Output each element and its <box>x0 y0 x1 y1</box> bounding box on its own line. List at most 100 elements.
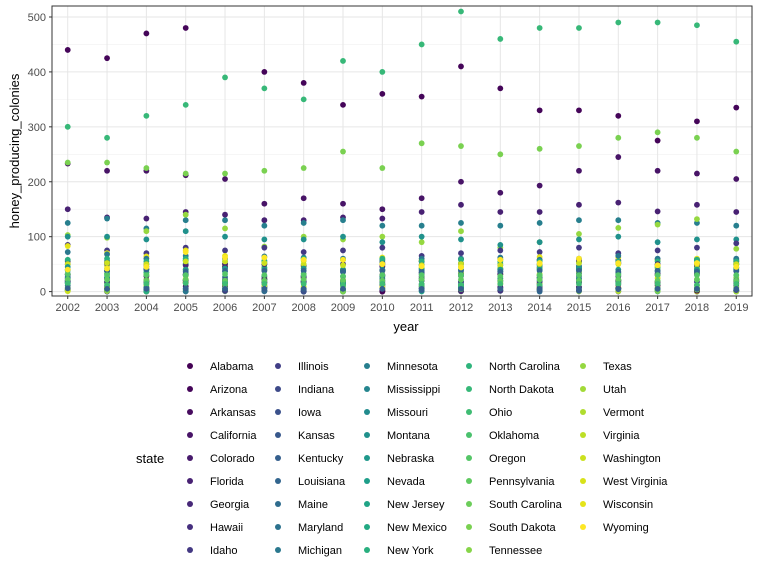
data-point <box>654 285 661 292</box>
data-point <box>379 272 386 279</box>
data-point <box>576 231 582 237</box>
data-point <box>615 253 622 259</box>
data-point <box>182 258 189 265</box>
x-tick-label: 2007 <box>252 302 276 314</box>
data-point <box>733 148 740 155</box>
data-point <box>615 276 622 283</box>
legend-key <box>466 409 472 415</box>
legend-label: New York <box>387 545 434 557</box>
legend-key <box>275 363 281 369</box>
data-point <box>261 85 268 92</box>
legend-key <box>364 409 370 415</box>
data-point <box>654 267 661 274</box>
legend-label: Wisconsin <box>603 499 653 511</box>
legend-label: Hawaii <box>210 522 243 534</box>
legend-key <box>580 478 586 484</box>
data-point <box>300 285 307 292</box>
data-point <box>615 154 622 160</box>
data-point <box>418 93 425 100</box>
data-point <box>615 224 622 231</box>
legend-label: South Carolina <box>489 499 563 511</box>
data-point <box>576 201 582 208</box>
x-tick-label: 2002 <box>55 302 79 314</box>
data-point <box>222 225 228 232</box>
data-point <box>104 255 110 262</box>
data-point <box>536 182 543 189</box>
data-point <box>104 265 110 272</box>
data-point <box>300 249 307 255</box>
data-point <box>497 256 504 263</box>
legend-label: Arkansas <box>210 407 256 419</box>
data-point <box>379 255 386 262</box>
legend-label: Nevada <box>387 476 426 488</box>
legend-label: Maryland <box>298 522 343 534</box>
data-point <box>222 271 228 277</box>
data-point <box>536 239 543 246</box>
legend-key <box>580 363 586 369</box>
data-point <box>261 285 268 292</box>
data-point <box>379 222 386 229</box>
legend: state Alabama Arizona Arkansas California Co… <box>136 361 668 557</box>
data-point <box>654 281 661 287</box>
data-point <box>536 107 543 114</box>
data-point <box>576 25 582 31</box>
data-point <box>64 159 71 166</box>
x-tick-label: 2008 <box>291 302 315 314</box>
data-point <box>104 215 110 222</box>
legend-key <box>364 478 370 484</box>
legend-key <box>580 501 586 507</box>
legend-key <box>187 547 193 553</box>
data-point <box>458 285 464 292</box>
data-point <box>497 268 504 275</box>
data-point <box>300 281 307 287</box>
x-tick-label: 2012 <box>449 302 473 314</box>
legend-label: Florida <box>210 476 245 488</box>
data-point <box>615 199 622 206</box>
legend-label: Washington <box>603 453 661 465</box>
data-point <box>340 285 346 292</box>
legend-label: Montana <box>387 430 431 442</box>
data-point <box>261 69 268 75</box>
data-point <box>694 272 700 279</box>
data-point <box>497 273 504 280</box>
legend-key <box>187 432 193 438</box>
data-point <box>615 285 622 292</box>
data-point <box>182 170 189 177</box>
data-point <box>536 145 543 152</box>
x-tick-label: 2010 <box>370 302 394 314</box>
data-point <box>300 261 307 268</box>
data-point <box>104 276 110 283</box>
data-point <box>418 239 425 246</box>
plot-panel <box>51 5 753 297</box>
x-tick-label: 2014 <box>527 302 551 314</box>
data-point <box>64 233 71 240</box>
data-point <box>615 112 622 119</box>
y-tick-label: 500 <box>28 12 46 24</box>
legend-key <box>275 524 281 530</box>
data-point <box>104 251 110 258</box>
data-point <box>418 233 425 240</box>
legend-label: Oregon <box>489 453 526 465</box>
data-point <box>340 273 346 280</box>
data-point <box>576 167 582 174</box>
data-point <box>694 236 700 243</box>
data-point <box>497 85 504 92</box>
legend-label: Oklahoma <box>489 430 540 442</box>
data-point <box>340 268 346 275</box>
data-point <box>733 240 740 247</box>
y-tick-label: 100 <box>28 232 46 244</box>
legend-label: Tennessee <box>489 545 542 557</box>
data-point <box>576 281 582 287</box>
legend-label: West Virginia <box>603 476 668 488</box>
x-tick-label: 2004 <box>134 302 158 314</box>
legend-key <box>466 501 472 507</box>
data-point <box>654 272 661 279</box>
data-point <box>300 79 307 86</box>
data-point <box>261 200 268 207</box>
data-point <box>733 245 740 252</box>
y-tick-label: 300 <box>28 122 46 134</box>
y-tick-label: 400 <box>28 67 46 79</box>
legend-label: Wyoming <box>603 522 649 534</box>
data-point <box>576 260 582 266</box>
legend-key <box>275 386 281 392</box>
